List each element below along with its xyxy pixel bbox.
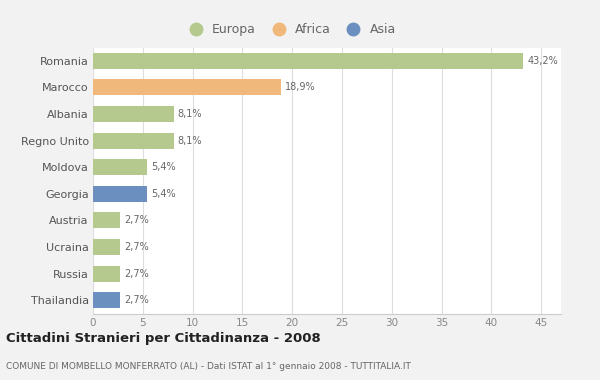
Text: 2,7%: 2,7% <box>124 242 149 252</box>
Bar <box>93 106 173 122</box>
Bar <box>93 159 147 175</box>
Text: 8,1%: 8,1% <box>178 136 202 146</box>
Bar <box>93 239 120 255</box>
Bar <box>93 133 173 149</box>
Text: 2,7%: 2,7% <box>124 215 149 225</box>
Bar <box>93 79 281 95</box>
Legend: Europa, Africa, Asia: Europa, Africa, Asia <box>184 23 395 36</box>
Bar <box>93 186 147 202</box>
Text: 18,9%: 18,9% <box>285 82 316 92</box>
Bar <box>93 53 523 69</box>
Bar <box>93 266 120 282</box>
Bar <box>93 212 120 228</box>
Text: COMUNE DI MOMBELLO MONFERRATO (AL) - Dati ISTAT al 1° gennaio 2008 - TUTTITALIA.: COMUNE DI MOMBELLO MONFERRATO (AL) - Dat… <box>6 362 411 370</box>
Text: 8,1%: 8,1% <box>178 109 202 119</box>
Text: 43,2%: 43,2% <box>527 56 558 66</box>
Bar <box>93 292 120 308</box>
Text: 5,4%: 5,4% <box>151 189 175 199</box>
Text: 2,7%: 2,7% <box>124 269 149 279</box>
Text: Cittadini Stranieri per Cittadinanza - 2008: Cittadini Stranieri per Cittadinanza - 2… <box>6 332 321 345</box>
Text: 2,7%: 2,7% <box>124 295 149 305</box>
Text: 5,4%: 5,4% <box>151 162 175 172</box>
